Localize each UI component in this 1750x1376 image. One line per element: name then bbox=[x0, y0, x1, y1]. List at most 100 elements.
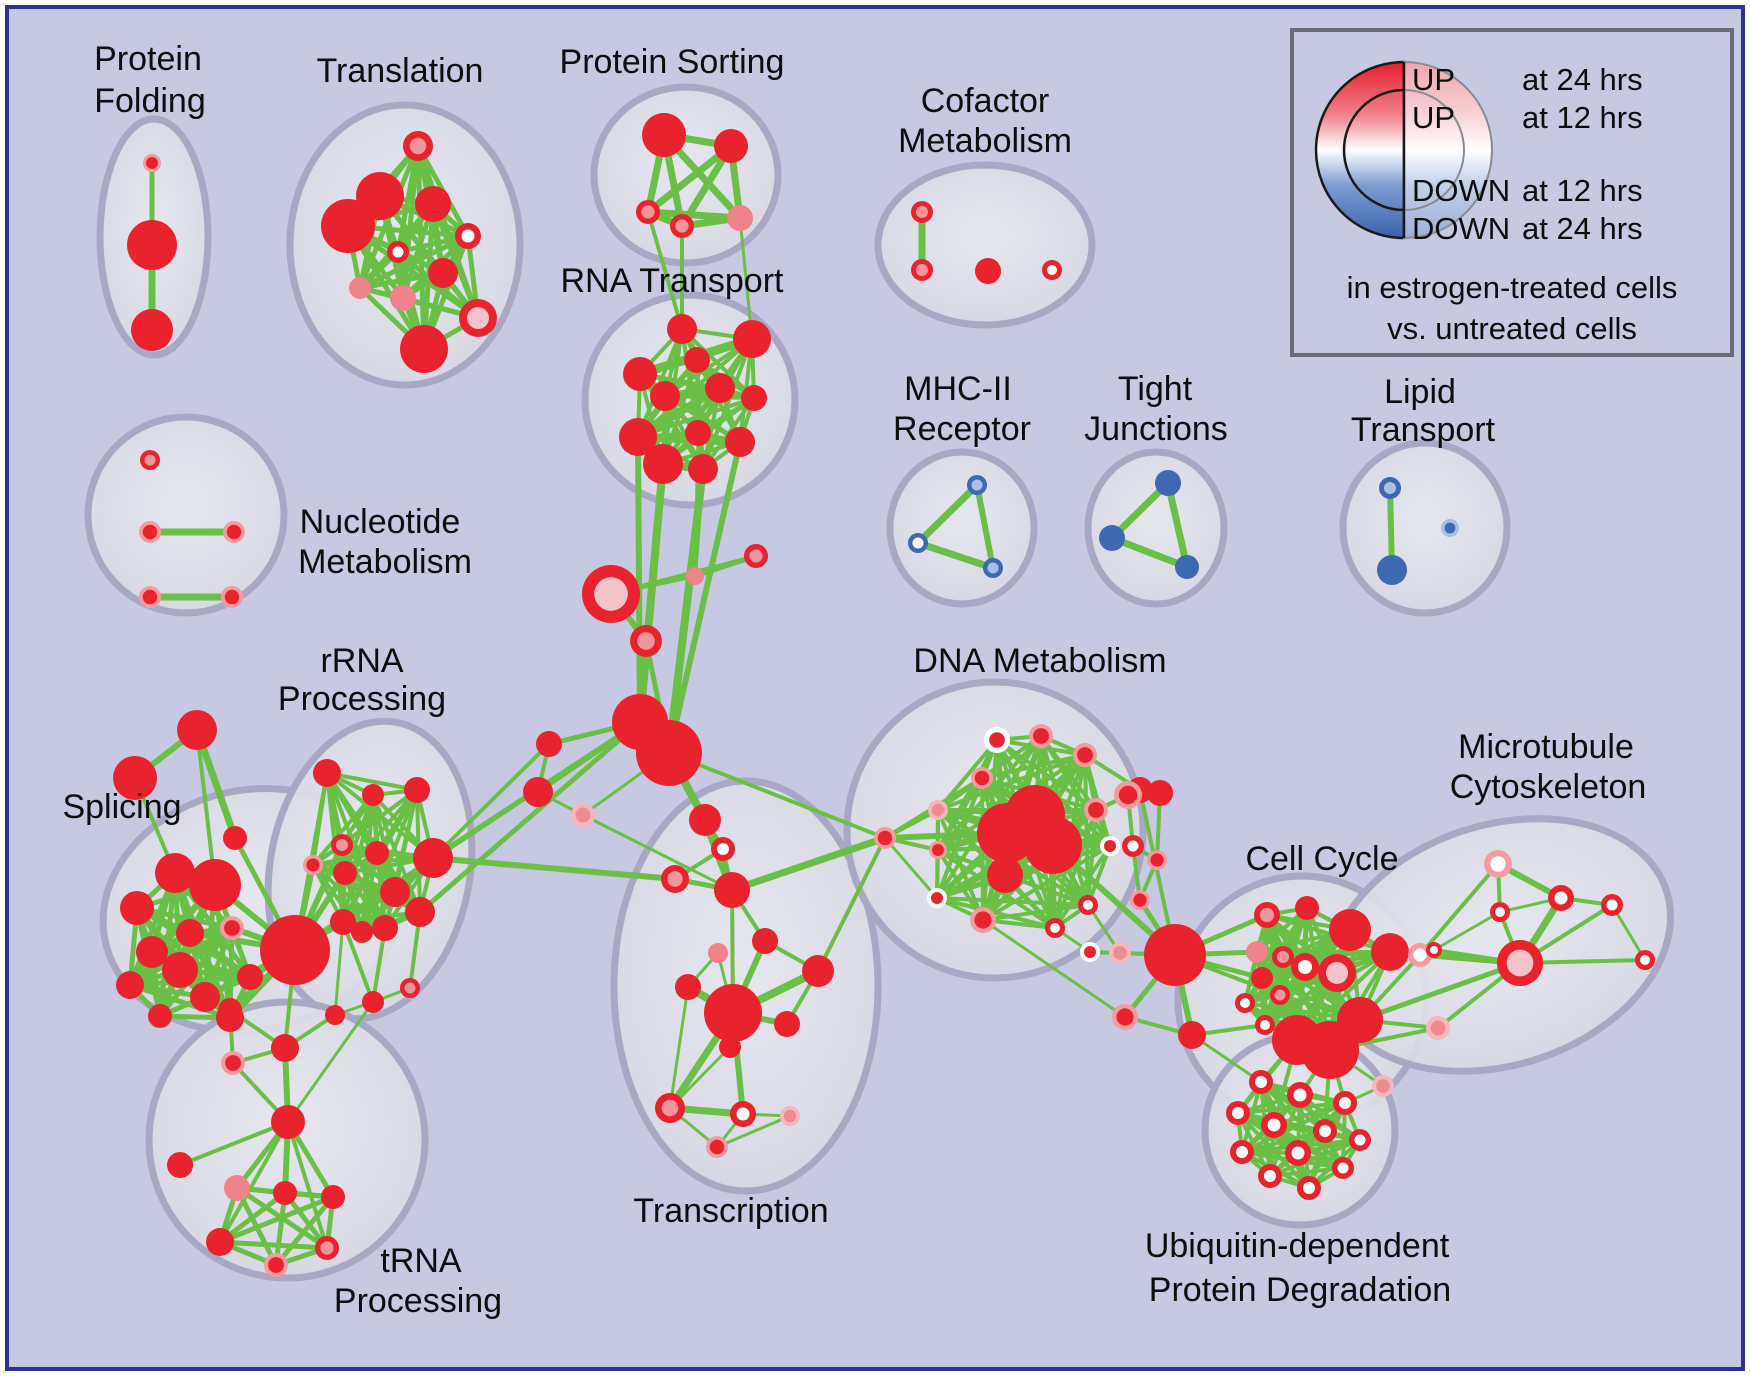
network-nodes bbox=[113, 113, 1655, 1277]
node-center-nm1 bbox=[144, 454, 156, 466]
node-center-dn13 bbox=[931, 892, 943, 904]
node-center-ub11 bbox=[1264, 1170, 1276, 1182]
edge bbox=[668, 985, 690, 1110]
node-center-ub6 bbox=[1319, 1125, 1331, 1137]
cluster-label-cell-cycle: Cell Cycle bbox=[1245, 840, 1398, 878]
node-center-lp1 bbox=[1383, 481, 1397, 495]
node-ps2 bbox=[714, 129, 748, 163]
legend-caption-line1: in estrogen-treated cells bbox=[1347, 270, 1678, 305]
node-ch6 bbox=[636, 720, 702, 786]
cluster-lipid-transport bbox=[1339, 439, 1511, 617]
cluster-label-cofactor-metabolism: Metabolism bbox=[898, 122, 1072, 160]
node-center-nm5 bbox=[224, 589, 240, 605]
node-center-bg7 bbox=[1113, 946, 1127, 960]
legend: UP at 24 hrs UP at 12 hrs DOWN at 12 hrs… bbox=[1290, 28, 1734, 357]
node-center-ps3 bbox=[641, 205, 655, 219]
node-center-tx12 bbox=[661, 1099, 679, 1117]
node-center-ch9 bbox=[575, 807, 591, 823]
legend-caption-line2: vs. untreated cells bbox=[1387, 311, 1637, 346]
edge bbox=[728, 834, 889, 894]
cluster-label-lipid-transport: Lipid bbox=[1384, 373, 1456, 411]
node-tl9 bbox=[390, 285, 416, 311]
node-center-ub4 bbox=[1232, 1107, 1244, 1119]
node-tn4 bbox=[271, 1105, 305, 1139]
node-center-mh3 bbox=[987, 562, 999, 574]
cluster-label-cofactor-metabolism: Cofactor bbox=[921, 82, 1050, 120]
node-center-bg4 bbox=[1150, 853, 1164, 867]
node-tl4 bbox=[321, 199, 375, 253]
node-rr7 bbox=[365, 841, 389, 865]
node-cc9 bbox=[1251, 967, 1273, 989]
node-center-ps4 bbox=[675, 219, 689, 233]
edge bbox=[667, 751, 887, 840]
node-center-cc10 bbox=[1240, 998, 1250, 1008]
edge bbox=[217, 1239, 330, 1251]
edge bbox=[914, 539, 997, 572]
node-rr14 bbox=[362, 991, 384, 1013]
node-sp2 bbox=[189, 859, 241, 911]
cluster-label-tight-junctions: Tight bbox=[1118, 370, 1193, 408]
node-center-dn4 bbox=[974, 770, 990, 786]
node-sp7 bbox=[116, 971, 144, 999]
node-center-cc11 bbox=[1274, 989, 1286, 1001]
edge bbox=[1240, 1129, 1327, 1154]
node-rr16 bbox=[325, 1005, 345, 1025]
node-center-rr15 bbox=[404, 982, 416, 994]
node-sp10 bbox=[237, 964, 263, 990]
cluster-label-mhc-ii-receptor: Receptor bbox=[893, 410, 1031, 448]
edge bbox=[974, 482, 996, 571]
cluster-label-nucleotide-metabolism: Metabolism bbox=[298, 543, 472, 581]
node-rt10 bbox=[725, 427, 755, 457]
edge bbox=[273, 1190, 288, 1268]
edge bbox=[936, 753, 1087, 812]
node-center-bg1 bbox=[1118, 785, 1138, 805]
node-center-tx14 bbox=[783, 1109, 797, 1123]
node-center-tx15 bbox=[709, 1139, 725, 1155]
node-center-ub7 bbox=[1354, 1134, 1366, 1146]
node-center-cc7 bbox=[1298, 960, 1312, 974]
node-center-dn14 bbox=[974, 911, 992, 929]
node-rr11 bbox=[351, 921, 373, 943]
node-rt5 bbox=[650, 381, 680, 411]
legend-inner-disc-right-12h bbox=[1403, 88, 1465, 212]
node-ch8 bbox=[523, 777, 553, 807]
node-sp4 bbox=[176, 919, 204, 947]
edge bbox=[431, 742, 551, 860]
node-center-cc16 bbox=[1413, 948, 1427, 962]
node-bg10 bbox=[1178, 1021, 1206, 1049]
node-tr1 bbox=[177, 710, 217, 750]
legend-row-dir: DOWN bbox=[1412, 173, 1510, 208]
node-center-ub2 bbox=[1293, 1088, 1307, 1102]
node-sp6 bbox=[136, 936, 168, 968]
node-center-tx13 bbox=[736, 1107, 750, 1121]
node-tj3 bbox=[1175, 555, 1199, 579]
node-bg2 bbox=[1147, 780, 1173, 806]
edge bbox=[935, 896, 1090, 907]
edge bbox=[883, 836, 939, 900]
edge bbox=[980, 753, 1087, 780]
node-center-sp5 bbox=[224, 920, 240, 936]
cluster-label-trna-processing: tRNA bbox=[380, 1242, 462, 1280]
edge bbox=[981, 903, 1090, 922]
node-bg9 bbox=[1144, 924, 1206, 986]
node-cc2 bbox=[1295, 896, 1319, 920]
node-center-tx2 bbox=[717, 843, 729, 855]
edge bbox=[311, 793, 375, 867]
cluster-label-dna-metabolism: DNA Metabolism bbox=[913, 642, 1166, 680]
node-sph bbox=[260, 915, 330, 985]
edge bbox=[341, 920, 375, 1004]
edge bbox=[417, 719, 643, 915]
cluster-label-rrna-processing: Processing bbox=[278, 680, 446, 718]
node-tx11 bbox=[774, 1011, 800, 1037]
edge bbox=[195, 728, 217, 887]
node-center-ub1 bbox=[1255, 1076, 1267, 1088]
node-center-cf4 bbox=[1047, 265, 1057, 275]
node-tx7 bbox=[675, 974, 701, 1000]
node-rt7 bbox=[741, 385, 767, 411]
node-tj1 bbox=[1155, 470, 1181, 496]
node-center-cc6 bbox=[1276, 950, 1290, 964]
cluster-cofactor-metabolism bbox=[874, 161, 1096, 329]
node-cc3 bbox=[1329, 909, 1371, 951]
node-center-dn3 bbox=[1077, 747, 1093, 763]
cluster-label-microtubule-cytoskeleton: Cytoskeleton bbox=[1450, 768, 1647, 806]
